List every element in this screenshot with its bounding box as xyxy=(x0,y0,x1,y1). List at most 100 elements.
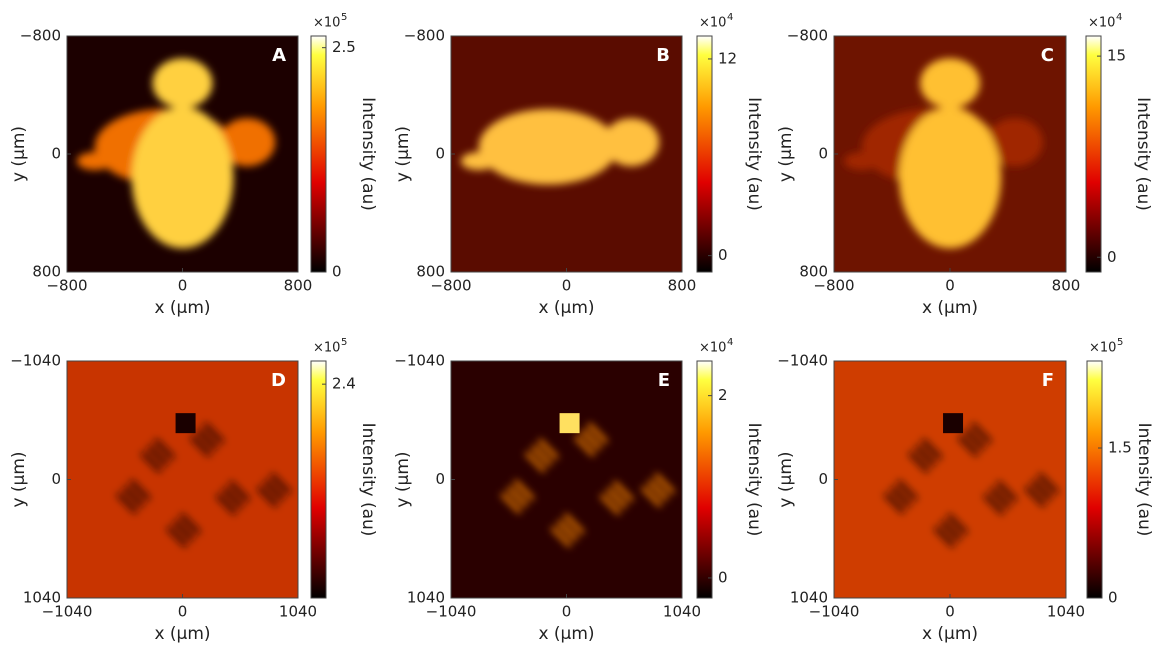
colorbar-label: Intensity (au) xyxy=(358,97,378,211)
cat-lying-tail xyxy=(461,152,497,170)
x-axis-label: x (μm) xyxy=(538,298,594,318)
x-tick-label: 800 xyxy=(1052,277,1081,295)
y-tick-label: 1040 xyxy=(407,589,445,607)
x-axis-label: x (μm) xyxy=(154,298,210,318)
colorbar-multiplier: ×10 xyxy=(699,341,726,356)
colorbar-exponent: 4 xyxy=(1116,12,1122,23)
y-tick-label: 0 xyxy=(51,470,61,488)
y-axis-label: y (μm) xyxy=(393,126,413,182)
colorbar-multiplier: ×10 xyxy=(699,16,726,31)
image-background xyxy=(451,361,682,598)
x-tick-label: 1040 xyxy=(279,603,317,621)
colorbar xyxy=(311,36,326,272)
colorbar xyxy=(1086,36,1101,272)
colorbar-multiplier: ×10 xyxy=(313,16,340,31)
colorbar-tick-label: 0 xyxy=(1108,589,1118,607)
colorbar-tick-label: 0 xyxy=(718,568,728,586)
y-tick-label: 800 xyxy=(416,263,445,281)
y-axis-label: y (μm) xyxy=(393,451,413,507)
panel-letter: B xyxy=(656,45,670,66)
y-tick-label: 0 xyxy=(435,470,445,488)
y-tick-label: −800 xyxy=(20,27,61,45)
colorbar-exponent: 4 xyxy=(727,337,733,348)
colorbar-tick-label: 2 xyxy=(718,386,728,404)
colorbar-label: Intensity (au) xyxy=(744,97,764,211)
image-content xyxy=(67,36,298,272)
colorbar-exponent: 5 xyxy=(341,12,347,23)
colorbar-label: Intensity (au) xyxy=(1133,97,1153,211)
x-tick-label: 0 xyxy=(945,603,955,621)
colorbar-tick-label: 0 xyxy=(332,263,342,281)
panel-letter: D xyxy=(271,370,286,391)
x-tick-label: 0 xyxy=(178,277,188,295)
x-tick-label: 800 xyxy=(284,277,313,295)
x-tick-label: 800 xyxy=(668,277,697,295)
colorbar-exponent: 4 xyxy=(727,12,733,23)
colorbar-multiplier: ×10 xyxy=(313,341,340,356)
cat-lying-tail xyxy=(77,152,113,170)
target-square xyxy=(560,413,580,433)
target-square xyxy=(943,413,963,433)
y-tick-label: −1040 xyxy=(10,352,61,370)
cat-sitting xyxy=(132,107,234,249)
colorbar xyxy=(697,36,712,272)
colorbar-tick-label: 15 xyxy=(1107,47,1126,65)
target-square xyxy=(176,413,196,433)
x-axis-label: x (μm) xyxy=(154,624,210,644)
colorbar-exponent: 5 xyxy=(1117,337,1123,348)
image-background xyxy=(834,361,1066,598)
x-axis-label: x (μm) xyxy=(922,624,978,644)
y-axis-label: y (μm) xyxy=(9,451,29,507)
x-tick-label: 0 xyxy=(562,277,572,295)
colorbar-tick-label: 0 xyxy=(718,246,728,264)
cat-sitting xyxy=(899,107,1001,249)
cat-lying xyxy=(479,109,618,185)
colorbar-tick-label: 0 xyxy=(1107,248,1117,266)
y-tick-label: 1040 xyxy=(790,589,828,607)
y-tick-label: 800 xyxy=(799,263,828,281)
image-content xyxy=(834,361,1066,598)
cat-sitting-head xyxy=(920,58,980,108)
colorbar-label: Intensity (au) xyxy=(358,423,378,537)
panel-letter: C xyxy=(1041,45,1054,66)
y-tick-label: −1040 xyxy=(777,352,828,370)
y-axis-label: y (μm) xyxy=(776,126,796,182)
y-tick-label: 0 xyxy=(435,145,445,163)
colorbar-tick-label: 2.4 xyxy=(332,375,356,393)
y-tick-label: 800 xyxy=(32,263,61,281)
y-tick-label: 0 xyxy=(51,145,61,163)
y-tick-label: 1040 xyxy=(23,589,61,607)
x-tick-label: 0 xyxy=(562,603,572,621)
colorbar xyxy=(311,361,326,598)
x-tick-label: 1040 xyxy=(663,603,701,621)
y-axis-label: y (μm) xyxy=(9,126,29,182)
figure: −8000800−8000800x (μm)y (μm)A02.5×105Int… xyxy=(0,0,1161,645)
image-content xyxy=(451,36,682,272)
image-background xyxy=(67,361,298,598)
cat-sitting-head xyxy=(153,58,213,108)
panel-letter: A xyxy=(272,45,286,66)
image-content xyxy=(834,36,1066,272)
image-content xyxy=(451,361,682,598)
colorbar-label: Intensity (au) xyxy=(744,423,764,537)
x-tick-label: 0 xyxy=(945,277,955,295)
y-tick-label: 0 xyxy=(818,145,828,163)
x-tick-label: 0 xyxy=(178,603,188,621)
panel-letter: F xyxy=(1042,370,1054,391)
colorbar-exponent: 5 xyxy=(341,337,347,348)
y-tick-label: −1040 xyxy=(394,352,445,370)
y-axis-label: y (μm) xyxy=(776,451,796,507)
colorbar-multiplier: ×10 xyxy=(1089,341,1116,356)
y-tick-label: 0 xyxy=(818,470,828,488)
cat-lying-tail xyxy=(844,152,880,170)
colorbar xyxy=(697,361,712,598)
colorbar xyxy=(1087,361,1102,598)
image-content xyxy=(67,361,298,598)
x-axis-label: x (μm) xyxy=(922,298,978,318)
cat-lying-head xyxy=(603,118,659,166)
x-tick-label: 1040 xyxy=(1047,603,1085,621)
y-tick-label: −800 xyxy=(787,27,828,45)
colorbar-tick-label: 12 xyxy=(718,49,737,67)
x-axis-label: x (μm) xyxy=(538,624,594,644)
colorbar-label: Intensity (au) xyxy=(1134,423,1154,537)
